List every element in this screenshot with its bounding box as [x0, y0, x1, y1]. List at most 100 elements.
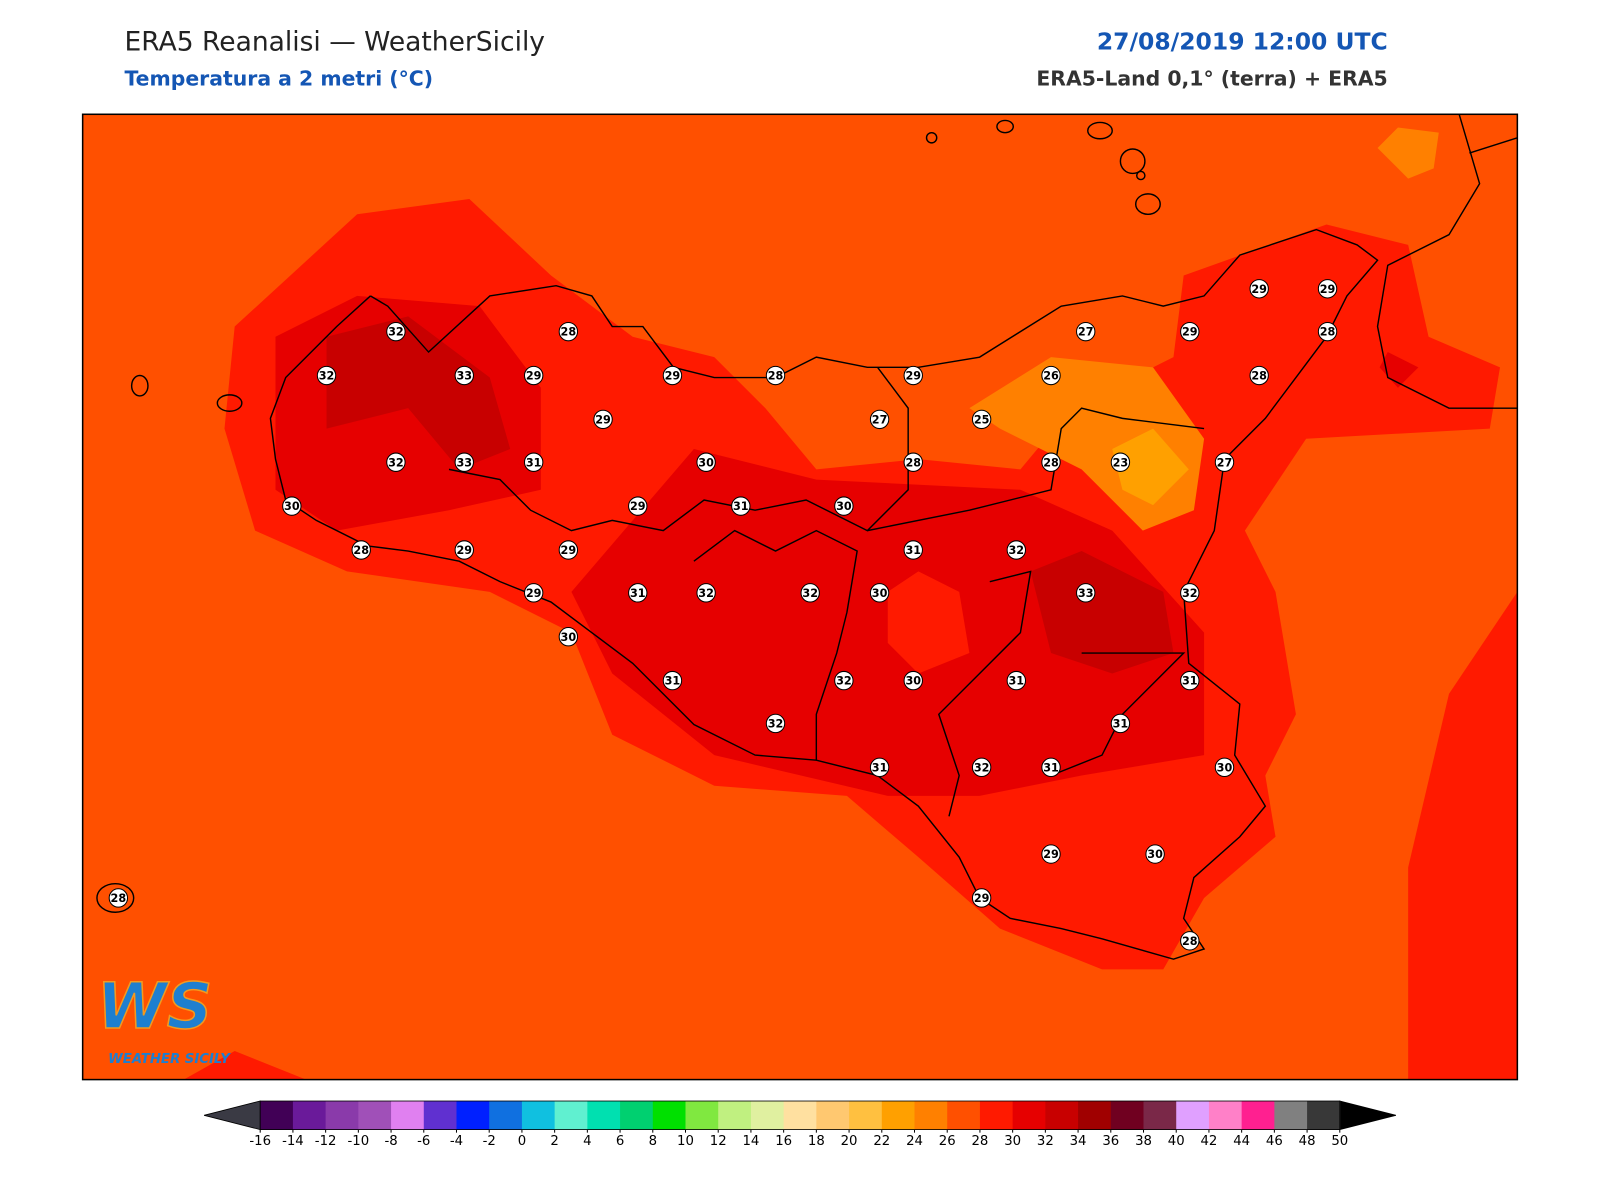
island: [130, 374, 149, 397]
station-value: 32: [388, 326, 404, 339]
station-value: 30: [836, 500, 852, 513]
station-marker: [1214, 452, 1235, 472]
station-marker: [1249, 365, 1269, 386]
colorbar-swatch: [1176, 1101, 1210, 1130]
station-value: 33: [1078, 587, 1094, 600]
station-value: 29: [526, 370, 542, 383]
station-value: 32: [319, 370, 335, 383]
temperature-zone: [1377, 127, 1439, 179]
map-layers: [82, 114, 1518, 1080]
station-marker: [1006, 670, 1027, 691]
station-value: 28: [561, 326, 577, 339]
colorbar-tick-label: 6: [616, 1134, 624, 1149]
province-border: [867, 407, 1205, 532]
station-value: 31: [905, 544, 921, 557]
colorbar-swatch: [1078, 1101, 1112, 1130]
colorbar-tick-label: 30: [1004, 1134, 1021, 1149]
station-marker: [558, 540, 579, 560]
station-marker: [454, 452, 474, 472]
station-value: 29: [1182, 326, 1198, 339]
colorbar-swatch: [783, 1101, 817, 1130]
station-marker: [971, 409, 992, 430]
station-marker: [108, 888, 129, 908]
island: [925, 131, 938, 144]
colorbar-tick-label: -12: [315, 1134, 337, 1149]
station-value: 27: [1217, 456, 1233, 469]
colorbar-extend-low: [203, 1100, 261, 1131]
station-marker: [523, 365, 544, 386]
datetime: 27/08/2019 12:00 UTC: [1097, 27, 1388, 55]
temperature-zone: [183, 1051, 307, 1080]
station-value: 31: [1009, 675, 1025, 688]
temperature-zone: [326, 316, 511, 470]
colorbar-tick-label: 44: [1233, 1134, 1250, 1149]
station-value: 30: [284, 500, 300, 513]
station-value: 31: [1182, 675, 1198, 688]
station-value: 29: [630, 500, 646, 513]
station-marker: [386, 452, 406, 472]
station-marker: [628, 583, 648, 603]
colorbar-swatch: [1307, 1101, 1341, 1130]
colorbar-swatch: [456, 1101, 490, 1130]
colorbar-extend-high: [1339, 1100, 1397, 1131]
station-value: 29: [665, 370, 681, 383]
station-marker: [1317, 279, 1338, 299]
colorbar-tick-label: 12: [710, 1134, 727, 1149]
station-marker: [1110, 452, 1131, 472]
station-marker: [1110, 713, 1131, 734]
colorbar-tick-label: 22: [873, 1134, 890, 1149]
station-value: 28: [1182, 935, 1198, 948]
station-value: 32: [388, 456, 404, 469]
colorbar-swatch: [587, 1101, 621, 1130]
station-value: 28: [905, 456, 921, 469]
station-marker: [696, 583, 716, 603]
station-marker: [971, 888, 992, 908]
station-value: 30: [872, 587, 888, 600]
station-value: 32: [802, 587, 818, 600]
colorbar-swatch: [489, 1101, 523, 1130]
title: ERA5 Reanalisi — WeatherSicily: [124, 26, 545, 57]
station-marker: [731, 496, 751, 516]
station-marker: [1076, 321, 1096, 342]
station-value: 30: [698, 456, 714, 469]
station-marker: [1076, 583, 1096, 603]
colorbar-swatch: [423, 1101, 458, 1130]
station-marker: [454, 365, 474, 386]
station-value: 23: [1113, 456, 1129, 469]
station-marker: [1145, 844, 1165, 864]
colorbar-swatch: [849, 1101, 883, 1130]
island: [1119, 148, 1146, 175]
station-marker: [765, 365, 786, 386]
colorbar-swatch: [1143, 1101, 1177, 1130]
colorbar-tick-label: -10: [348, 1134, 370, 1149]
station-value: 27: [1078, 326, 1094, 339]
station-marker: [1006, 540, 1027, 560]
colorbar-tick-label: 46: [1266, 1134, 1283, 1149]
station-marker: [869, 757, 890, 778]
province-border: [937, 570, 1032, 817]
colorbar-swatch: [554, 1101, 588, 1130]
province-border: [693, 529, 858, 761]
colorbar-tick-label: -2: [483, 1134, 496, 1149]
colorbar-tick-label: 10: [677, 1134, 694, 1149]
colorbar-tick-label: 42: [1200, 1134, 1217, 1149]
station-marker: [903, 365, 923, 386]
colorbar-swatch: [1012, 1101, 1046, 1130]
colorbar: -16 -14 -12 -10 -8 -6 -4 -2 0 2 4 6 8 10 12 14 16 18 20 22 2…: [203, 1100, 1397, 1149]
temperature-zone: [1030, 551, 1174, 674]
station-value: 31: [526, 456, 542, 469]
colorbar-swatch: [620, 1101, 654, 1130]
station-value: 28: [1043, 456, 1059, 469]
station-marker: [1041, 844, 1061, 864]
station-marker: [1214, 757, 1235, 778]
station-marker: [351, 540, 371, 560]
colorbar-swatch: [1274, 1101, 1308, 1130]
colorbar-swatch: [979, 1101, 1014, 1130]
colorbar-swatch: [1241, 1101, 1275, 1130]
colorbar-swatch: [325, 1101, 359, 1130]
colorbar-tick-label: 20: [841, 1134, 858, 1149]
colorbar-swatch: [521, 1101, 556, 1130]
station-value: 31: [872, 761, 888, 774]
station-marker: [903, 452, 923, 472]
map-frame: [81, 113, 1519, 1081]
